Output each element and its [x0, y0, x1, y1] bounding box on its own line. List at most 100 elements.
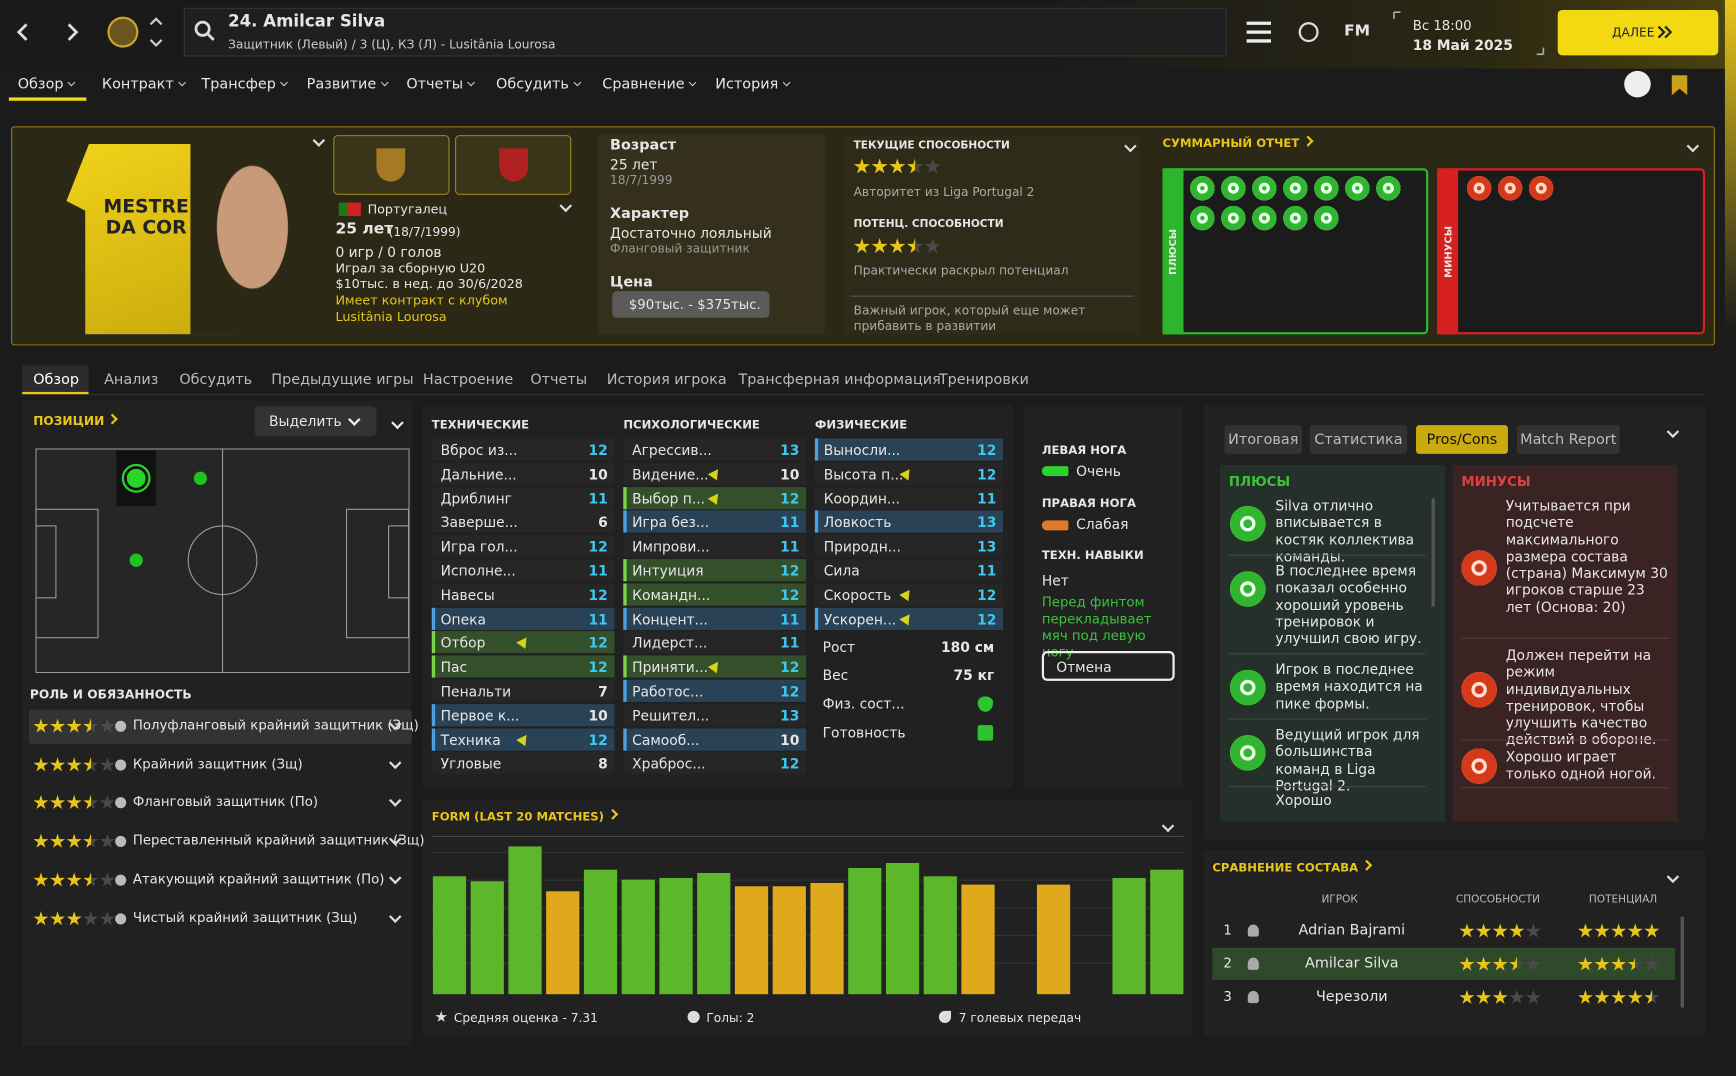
- role-name[interactable]: Полуфланговый крайний защитник (Зщ): [132, 717, 419, 733]
- form-bar[interactable]: [697, 872, 731, 995]
- attribute-name[interactable]: Заверше...: [440, 514, 518, 531]
- form-bar[interactable]: [885, 863, 920, 995]
- value-pill[interactable]: [612, 291, 770, 318]
- attribute-name[interactable]: Пенальти: [440, 683, 512, 700]
- position-dot[interactable]: [129, 553, 143, 567]
- attribute-name[interactable]: Решител...: [632, 707, 710, 724]
- form-bar[interactable]: [1036, 884, 1071, 995]
- form-bar[interactable]: [848, 867, 882, 995]
- tab[interactable]: Трансферная информация: [738, 371, 941, 389]
- attribute-name[interactable]: Исполне...: [440, 562, 516, 580]
- trait[interactable]: Перед финтом перекладывает мяч под левую…: [1041, 594, 1152, 660]
- attribute-name[interactable]: Навесы: [440, 586, 495, 604]
- attribute-name[interactable]: Работос...: [632, 683, 704, 700]
- squad-name[interactable]: Adrian Bajrami: [1298, 922, 1406, 939]
- club-badge[interactable]: [107, 16, 139, 48]
- switch-icon[interactable]: [149, 17, 163, 47]
- form-bar[interactable]: [734, 886, 769, 995]
- attribute-name[interactable]: Видение...: [632, 465, 709, 483]
- attribute-name[interactable]: Приняти...: [632, 658, 708, 676]
- continue-label[interactable]: ДАЛЕЕ: [1611, 25, 1655, 40]
- attribute-name[interactable]: Агрессив...: [632, 441, 712, 459]
- forward-icon[interactable]: [67, 23, 79, 41]
- attribute-name[interactable]: Импрови...: [632, 538, 710, 555]
- form-bar[interactable]: [1112, 877, 1146, 995]
- nav-item[interactable]: Сравнение: [602, 76, 685, 93]
- report-tab[interactable]: [1309, 425, 1408, 454]
- report-tab[interactable]: [1416, 425, 1508, 454]
- attribute-name[interactable]: Природн...: [823, 538, 901, 555]
- role-name[interactable]: Крайний защитник (Зщ): [132, 756, 303, 772]
- attribute-name[interactable]: Вброс из...: [440, 441, 518, 459]
- cancel-button[interactable]: [1041, 650, 1175, 681]
- squad-name[interactable]: Черезоли: [1315, 988, 1388, 1006]
- back-icon[interactable]: [16, 23, 28, 41]
- attribute-name[interactable]: Техника: [440, 731, 501, 748]
- attribute-name[interactable]: Скорость: [823, 586, 892, 604]
- search-box[interactable]: [183, 7, 1227, 57]
- form-bar[interactable]: [659, 877, 693, 995]
- squad-name[interactable]: Amilcar Silva: [1305, 955, 1399, 973]
- scrollbar[interactable]: [1680, 916, 1684, 1008]
- attribute-name[interactable]: Дальние...: [440, 465, 517, 483]
- attribute-name[interactable]: Сила: [823, 562, 860, 580]
- squad-title[interactable]: СРАВНЕНИЕ СОСТАВА: [1212, 859, 1372, 877]
- attribute-name[interactable]: Командн...: [632, 586, 711, 604]
- attribute-name[interactable]: Игра без...: [632, 514, 710, 531]
- form-bar[interactable]: [583, 869, 618, 995]
- form-bar[interactable]: [1150, 869, 1184, 995]
- form-bar[interactable]: [810, 882, 844, 995]
- select-button[interactable]: [254, 406, 377, 437]
- tab[interactable]: Анализ: [104, 371, 159, 389]
- tab[interactable]: Настроение: [422, 371, 514, 389]
- attribute-name[interactable]: Опека: [440, 610, 486, 628]
- attribute-name[interactable]: Ускорен...: [823, 610, 897, 628]
- bookmark-icon[interactable]: [1671, 75, 1688, 96]
- form-bar[interactable]: [470, 881, 504, 995]
- club-badge-box[interactable]: [333, 135, 450, 195]
- form-bar[interactable]: [546, 891, 580, 995]
- tab[interactable]: Отчеты: [530, 371, 588, 389]
- attribute-name[interactable]: Лидерст...: [632, 634, 708, 652]
- tab[interactable]: Предыдущие игры: [271, 371, 414, 389]
- role-name[interactable]: Фланговый защитник (По): [132, 793, 319, 810]
- summary-title[interactable]: СУММАРНЫЙ ОТЧЕТ: [1162, 135, 1314, 153]
- scrollbar[interactable]: [1431, 498, 1435, 607]
- nav-item[interactable]: Трансфер: [201, 76, 276, 93]
- attribute-name[interactable]: Угловые: [440, 755, 502, 773]
- nav-item[interactable]: Развитие: [306, 76, 377, 93]
- form-bar[interactable]: [508, 846, 542, 995]
- tab[interactable]: История игрока: [606, 371, 727, 389]
- nav-item[interactable]: Обсудить: [495, 76, 569, 93]
- attribute-name[interactable]: Дриблинг: [440, 490, 512, 507]
- brand[interactable]: FM: [1344, 22, 1371, 40]
- attribute-name[interactable]: Выносли...: [823, 441, 901, 459]
- positions-title[interactable]: ПОЗИЦИИ: [33, 413, 119, 430]
- role-name[interactable]: Переставленный крайний защитник (Зщ): [132, 832, 425, 849]
- tab[interactable]: Обзор: [33, 371, 80, 389]
- attribute-name[interactable]: Самооб...: [632, 731, 700, 748]
- nav-item[interactable]: Отчеты: [406, 76, 464, 93]
- nav-item[interactable]: Контракт: [101, 76, 174, 93]
- attribute-name[interactable]: Первое к...: [440, 707, 520, 724]
- world-icon[interactable]: [1298, 22, 1319, 43]
- attribute-name[interactable]: Концент...: [632, 610, 708, 628]
- attribute-name[interactable]: Пас: [440, 658, 468, 676]
- continue-button-bg[interactable]: [1557, 9, 1719, 56]
- attribute-name[interactable]: Отбор: [440, 634, 486, 652]
- position-natural[interactable]: [123, 465, 149, 492]
- form-bar[interactable]: [772, 886, 806, 995]
- nav-item[interactable]: Обзор: [17, 76, 64, 93]
- tab[interactable]: Обсудить: [179, 371, 253, 389]
- form-title[interactable]: FORM (LAST 20 MATCHES): [432, 808, 618, 826]
- report-tab[interactable]: [1516, 425, 1620, 454]
- form-bar[interactable]: [923, 876, 957, 995]
- report-tab[interactable]: [1224, 425, 1302, 454]
- form-bar[interactable]: [432, 876, 467, 995]
- attribute-name[interactable]: Ловкость: [823, 514, 892, 531]
- attribute-name[interactable]: Игра гол...: [440, 538, 518, 555]
- attribute-name[interactable]: Координ...: [823, 490, 901, 507]
- attribute-name[interactable]: Интуиция: [632, 562, 704, 580]
- profile-icon[interactable]: [1624, 70, 1651, 98]
- tab[interactable]: Тренировки: [938, 371, 1029, 389]
